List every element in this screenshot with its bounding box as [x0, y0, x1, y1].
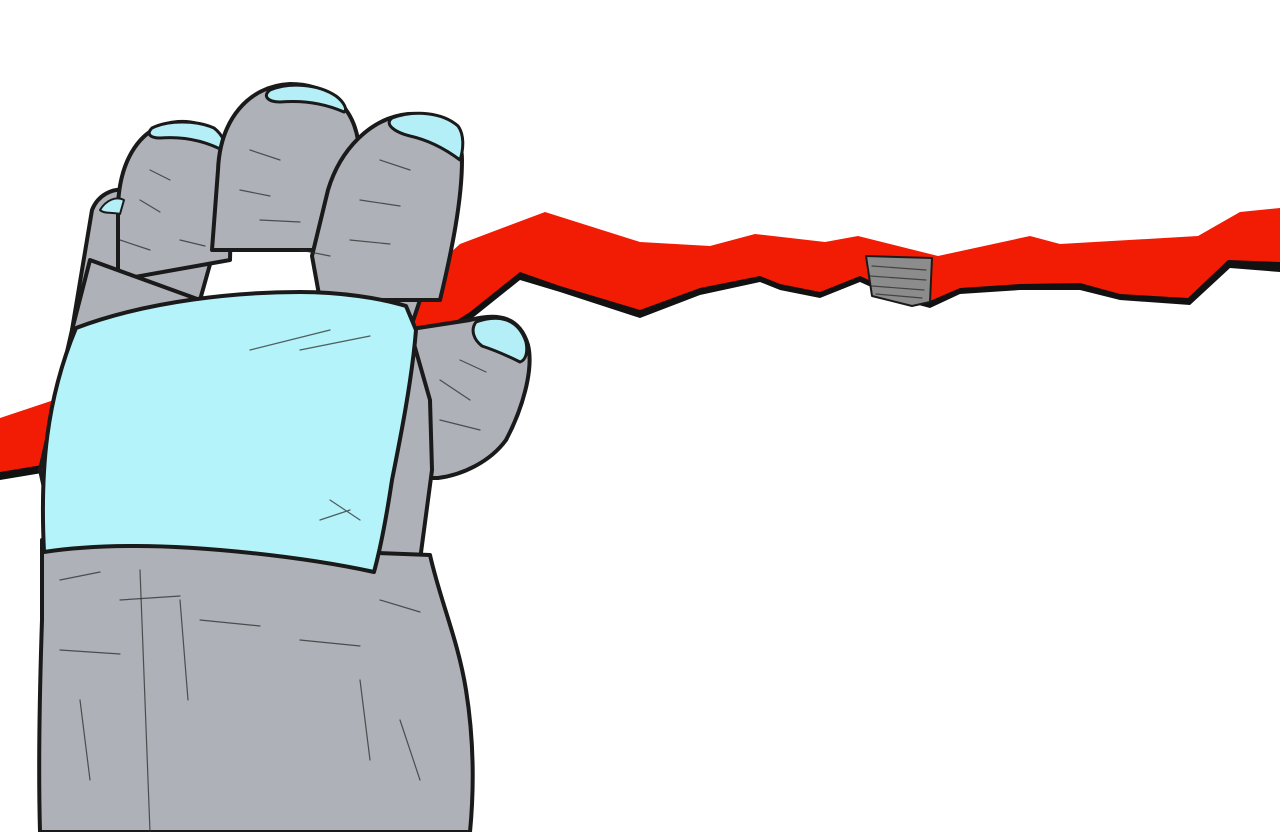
buckle-body: [865, 255, 933, 307]
fingertip-pinky: [387, 111, 465, 162]
strap-buckle: [865, 255, 933, 307]
fingertip-index: [99, 197, 125, 215]
red-strap: [0, 208, 1280, 480]
gloved-hand: [37, 82, 532, 832]
sleeve: [37, 538, 475, 832]
strap-body: [0, 208, 1280, 472]
glove-texture: [59, 149, 487, 832]
fingertip-ring: [264, 83, 348, 114]
cuff-patch: [40, 290, 418, 574]
thumb-tip: [471, 316, 529, 364]
